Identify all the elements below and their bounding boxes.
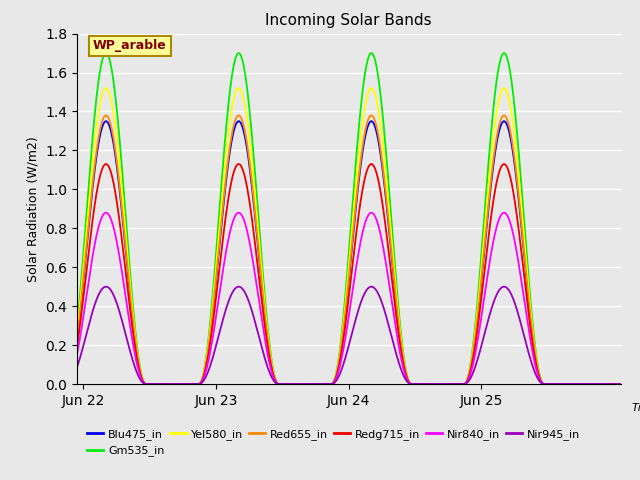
Title: Incoming Solar Bands: Incoming Solar Bands	[266, 13, 432, 28]
Y-axis label: Solar Radiation (W/m2): Solar Radiation (W/m2)	[26, 136, 40, 282]
Text: WP_arable: WP_arable	[93, 39, 167, 52]
Legend: Blu475_in, Gm535_in, Yel580_in, Red655_in, Redg715_in, Nir840_in, Nir945_in: Blu475_in, Gm535_in, Yel580_in, Red655_i…	[83, 425, 584, 461]
Text: Time: Time	[632, 403, 640, 413]
